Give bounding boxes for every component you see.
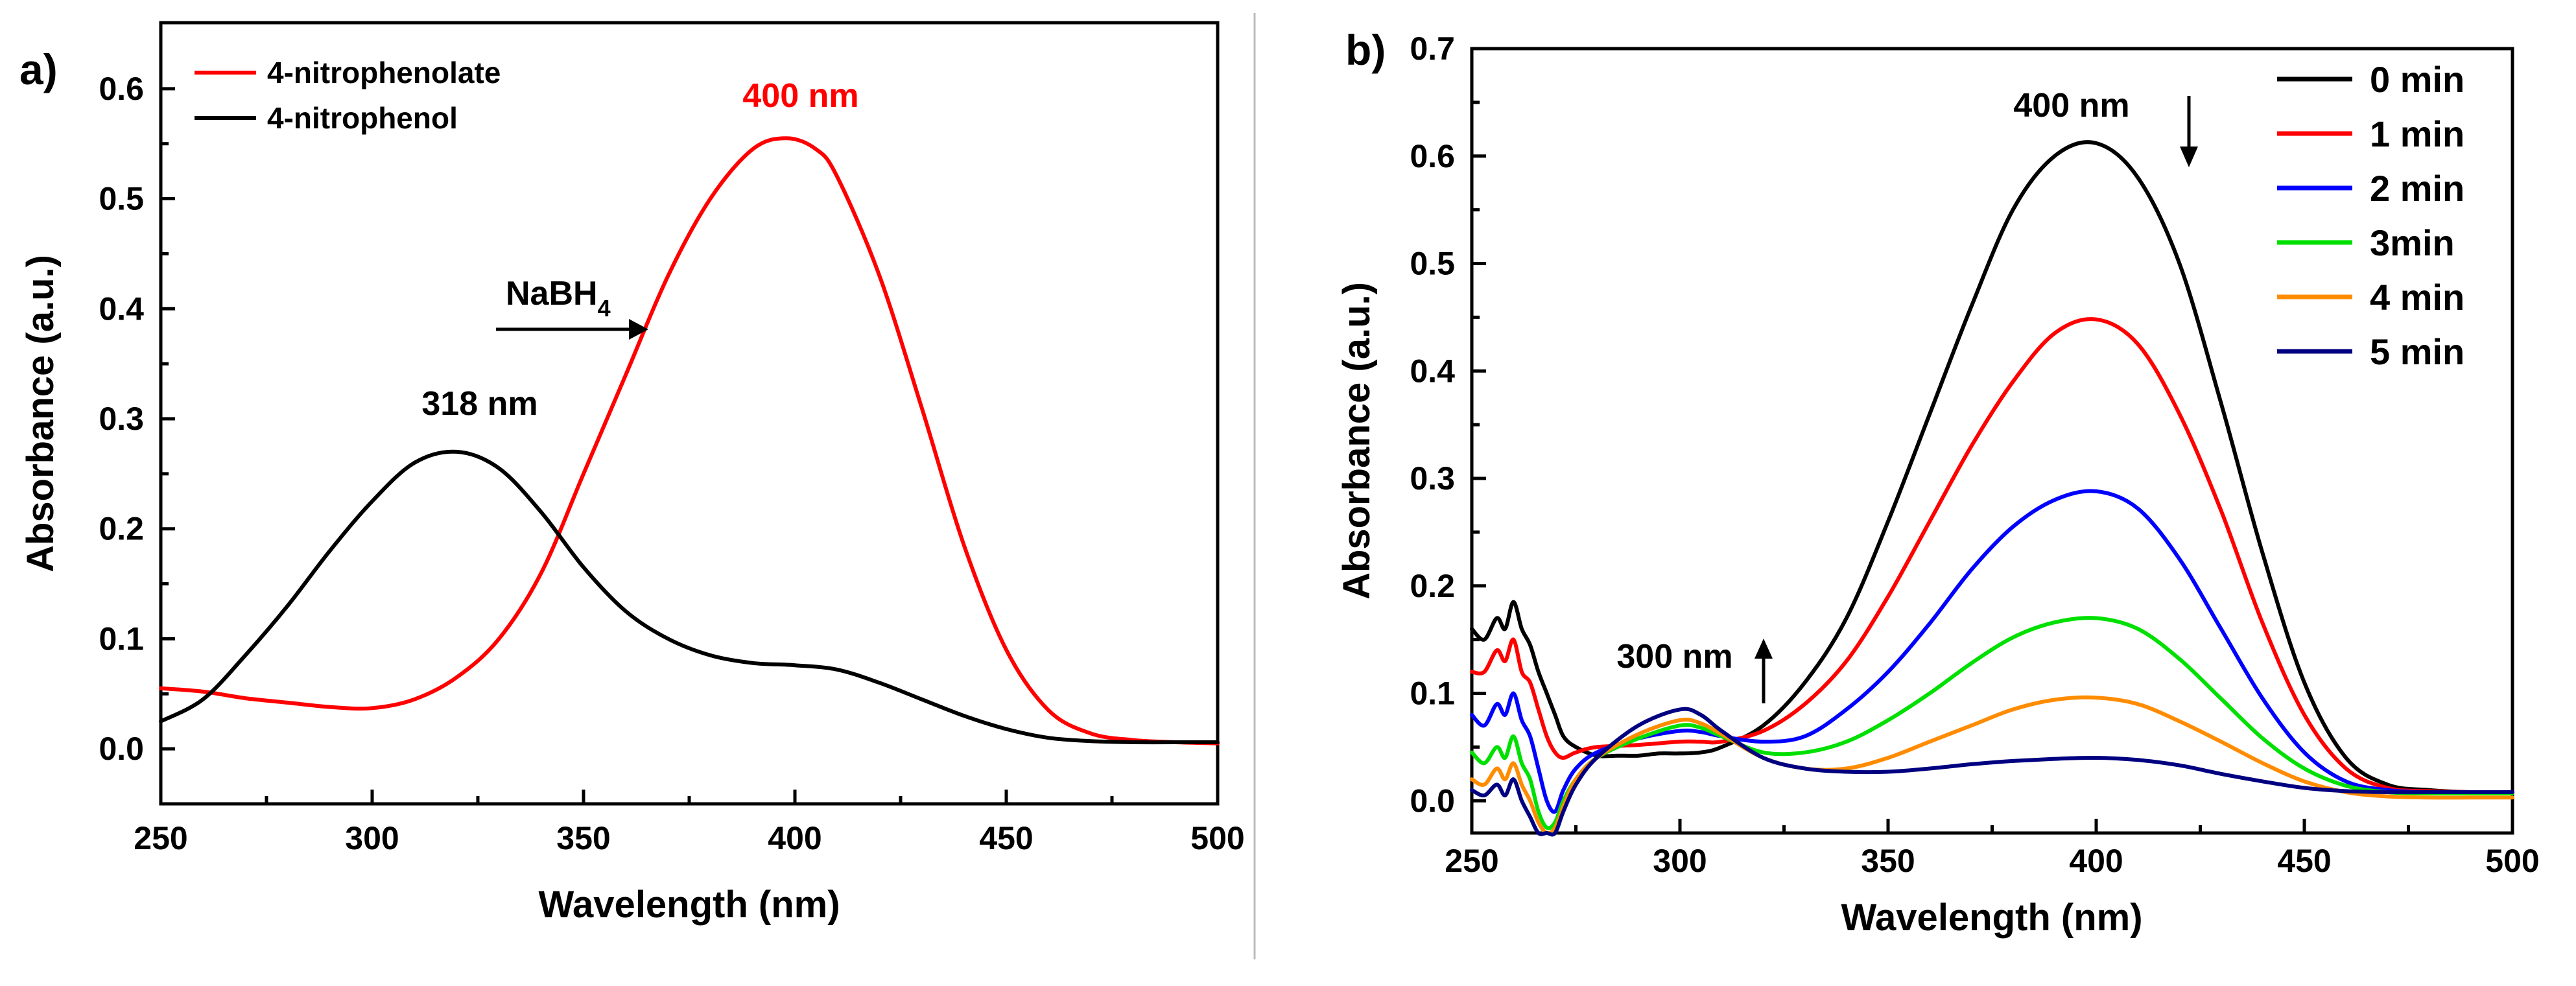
- x-tick-label: 500: [2485, 843, 2539, 879]
- annotation-400nm-red: 400 nm: [742, 77, 858, 115]
- y-tick-label: 0.1: [99, 620, 144, 657]
- legend-label-4-min: 4 min: [2370, 277, 2464, 318]
- y-tick-label: 0.5: [1410, 246, 1455, 282]
- x-tick-label: 300: [345, 820, 399, 856]
- y-tick-label: 0.0: [1410, 782, 1455, 819]
- x-tick-label: 450: [2277, 843, 2331, 879]
- y-tick-label: 0.2: [99, 511, 144, 547]
- legend-label-1-min: 1 min: [2370, 113, 2464, 154]
- series-line-5-min: [1470, 707, 2514, 837]
- x-tick-label: 400: [2069, 843, 2123, 879]
- panel-b-y-ticks: 0.0 0.1 0.2 0.3 0.4 0.5 0.6 0.7: [1410, 30, 1486, 819]
- annotation-reagent-subscript: 4: [598, 295, 611, 322]
- y-tick-label: 0.4: [1410, 353, 1455, 389]
- series-line-1-min: [1470, 317, 2514, 795]
- annotation-400nm-b: 400 nm: [2013, 87, 2129, 124]
- panel-a-y-ticks: 0.0 0.1 0.2 0.3 0.4 0.5 0.6: [99, 71, 175, 767]
- series-line-2-min: [1470, 489, 2514, 814]
- x-tick-label: 350: [1861, 843, 1915, 879]
- annotation-300nm: 300 nm: [1616, 638, 1732, 675]
- series-line-0-min: [1470, 140, 2514, 795]
- y-tick-label: 0.1: [1410, 675, 1455, 712]
- x-tick-label: 250: [1445, 843, 1498, 879]
- y-tick-label: 0.7: [1410, 30, 1455, 67]
- x-tick-label: 300: [1653, 843, 1707, 879]
- panel-a-series: [159, 136, 1220, 745]
- panel-b-legend: 0 min 1 min 2 min 3min 4 min 5 min: [2277, 59, 2464, 372]
- x-tick-label: 400: [768, 820, 821, 856]
- legend-label-2-min: 2 min: [2370, 168, 2464, 209]
- series-line-4-nitrophenol: [159, 449, 1220, 745]
- y-tick-label: 0.6: [1410, 138, 1455, 174]
- y-tick-label: 0.3: [1410, 460, 1455, 497]
- legend-label-5-min: 5 min: [2370, 331, 2464, 372]
- y-tick-label: 0.6: [99, 71, 144, 107]
- panel-a-label: a): [19, 45, 58, 93]
- panel-a-x-ticks: 250 300 350 400 450 500: [134, 790, 1245, 856]
- y-tick-label: 0.5: [99, 181, 144, 217]
- panel-a-frame: [159, 21, 1220, 806]
- legend-label-3min: 3min: [2370, 222, 2455, 263]
- x-tick-label: 250: [134, 820, 187, 856]
- y-tick-label: 0.2: [1410, 568, 1455, 604]
- decrease-arrow-head: [2180, 147, 2198, 167]
- annotation-reagent-base: NaBH: [506, 275, 598, 312]
- legend-label-4-nitrophenol: 4-nitrophenol: [267, 101, 458, 135]
- y-tick-label: 0.0: [99, 731, 144, 767]
- y-tick-label: 0.4: [99, 290, 144, 327]
- panel-a-y-axis-label: Absorbance (a.u.): [19, 255, 62, 572]
- panel-b-series: [1470, 140, 2514, 837]
- panel-a: a) 250 300 350 400 450 500 0.0 0.1 0.2 0.3 0.4 0.5…: [19, 21, 1245, 926]
- x-tick-label: 450: [979, 820, 1033, 856]
- x-tick-label: 350: [556, 820, 610, 856]
- reagent-arrow-head: [629, 319, 648, 340]
- series-line-4-nitrophenolate: [159, 136, 1220, 745]
- annotation-318nm: 318 nm: [421, 385, 538, 423]
- x-tick-label: 500: [1190, 820, 1244, 856]
- panel-b-label: b): [1345, 26, 1386, 74]
- series-line-3min: [1470, 616, 2514, 830]
- increase-arrow-head: [1755, 639, 1773, 659]
- panel-a-legend: 4-nitrophenolate 4-nitrophenol: [195, 56, 501, 135]
- panel-a-x-axis-label: Wavelength (nm): [538, 884, 840, 926]
- panel-b-x-ticks: 250 300 350 400 450 500: [1445, 819, 2540, 879]
- series-line-4-min: [1470, 695, 2514, 836]
- panel-b-y-axis-label: Absorbance (a.u.): [1336, 282, 1378, 600]
- legend-label-0-min: 0 min: [2370, 59, 2464, 100]
- panel-b: b) 250 300 350 400 450 500 0.0 0.1 0.2 0.3 0.4 0.5…: [1336, 26, 2540, 939]
- y-tick-label: 0.3: [99, 401, 144, 437]
- panel-b-x-axis-label: Wavelength (nm): [1841, 897, 2142, 939]
- annotation-reagent: NaBH4: [506, 275, 611, 322]
- legend-label-4-nitrophenolate: 4-nitrophenolate: [267, 56, 501, 89]
